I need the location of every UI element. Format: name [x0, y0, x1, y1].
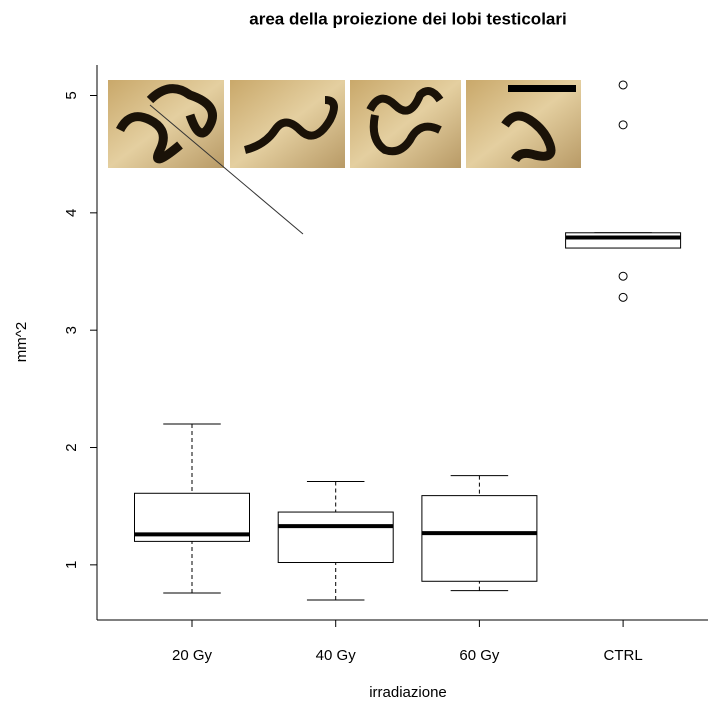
y-axis-label: mm^2 — [13, 322, 30, 362]
y-tick-label: 3 — [63, 326, 80, 334]
x-axis-label: irradiazione — [369, 684, 447, 701]
photos — [108, 80, 581, 234]
y-tick-label: 2 — [63, 443, 80, 451]
x-tick-label: 60 Gy — [459, 647, 500, 664]
box — [422, 496, 537, 582]
outlier — [619, 293, 627, 301]
x-tick-label: 20 Gy — [172, 647, 213, 664]
x-tick-label: 40 Gy — [316, 647, 357, 664]
y-tick-label: 5 — [63, 91, 80, 99]
outlier — [619, 272, 627, 280]
y-tick-label: 1 — [63, 561, 80, 569]
y-tick-label: 4 — [63, 209, 80, 217]
box — [566, 233, 681, 248]
outlier — [619, 121, 627, 129]
box — [278, 512, 393, 562]
outlier — [619, 81, 627, 89]
x-tick-label: CTRL — [604, 647, 643, 664]
chart-title: area della proiezione dei lobi testicola… — [249, 9, 566, 28]
chart: area della proiezione dei lobi testicola… — [0, 0, 708, 703]
